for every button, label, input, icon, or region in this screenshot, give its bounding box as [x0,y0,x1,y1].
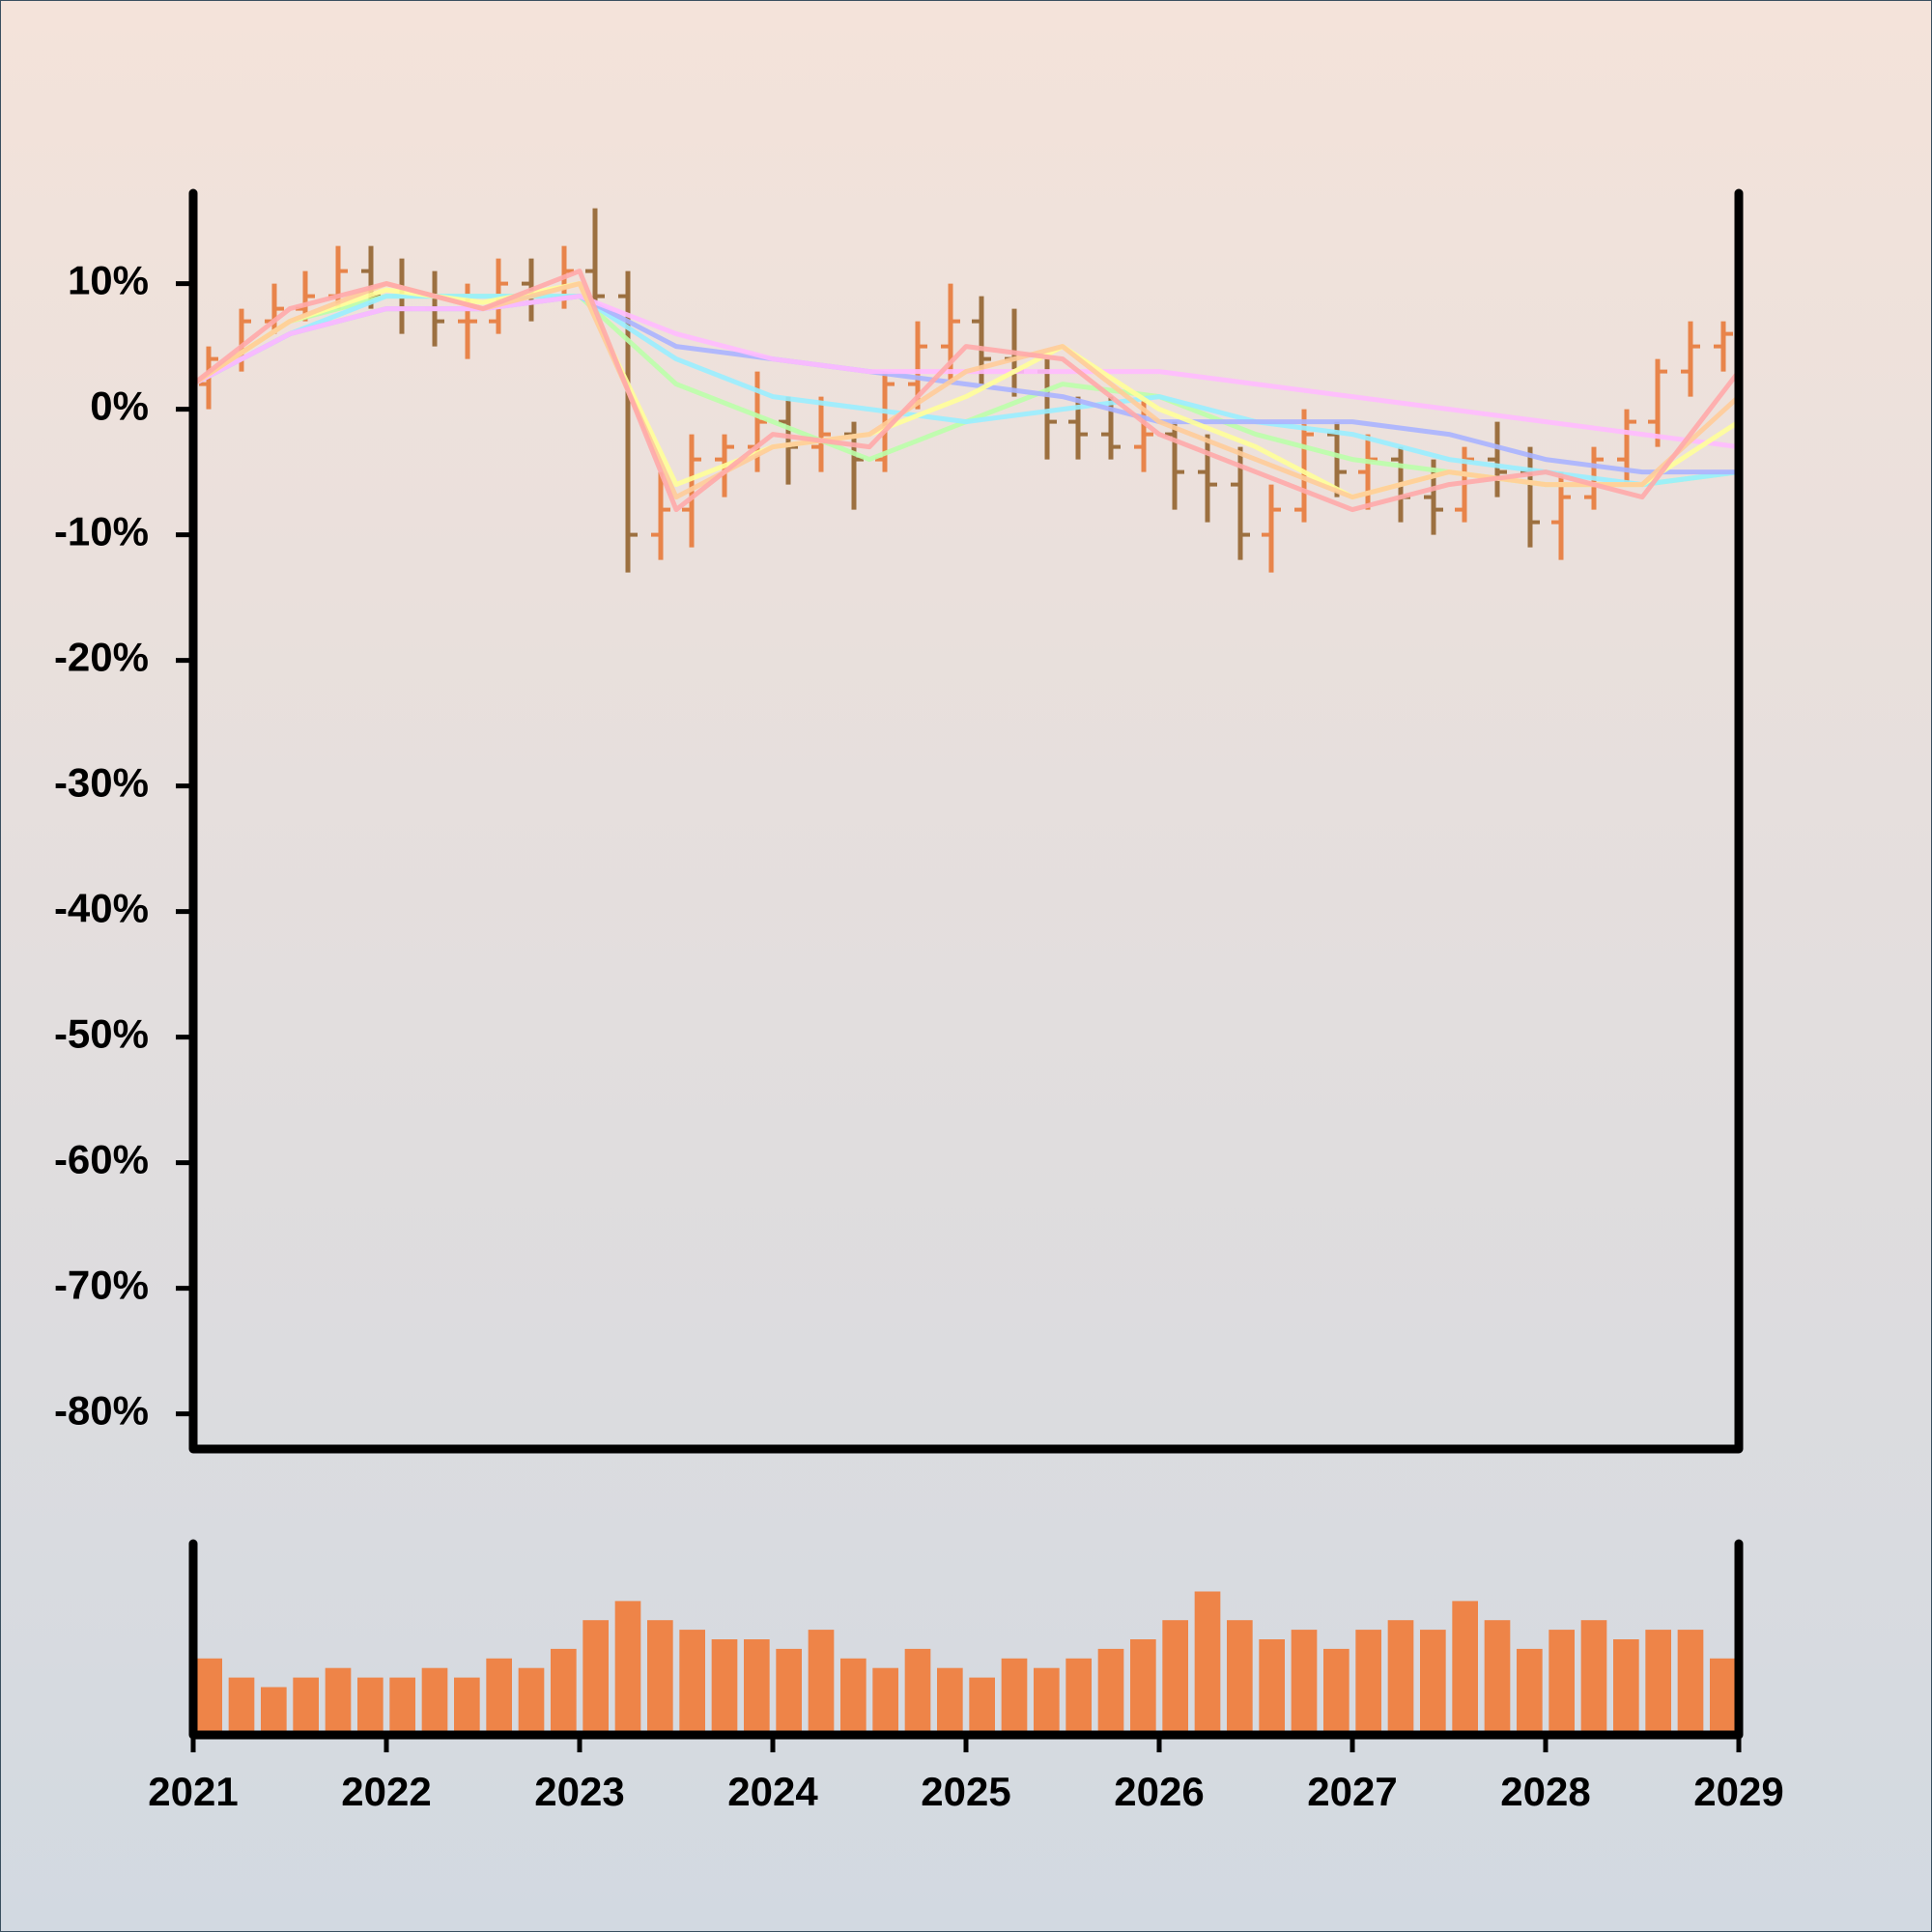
volume-bar [1097,1648,1124,1735]
volume-bar [582,1620,609,1735]
volume-bar [389,1677,415,1735]
y-tick-label: -20% [54,635,149,680]
x-tick-label: 2024 [727,1769,818,1814]
y-tick-label: -70% [54,1263,149,1308]
y-tick-label: -80% [54,1388,149,1434]
volume-bar [776,1648,802,1735]
volume-bar [744,1639,770,1735]
ohlc-bar [651,471,670,560]
volume-bar [1034,1667,1060,1735]
volume-bar [1065,1658,1092,1735]
volume-bar [1613,1639,1639,1735]
volume-bar [1710,1658,1736,1735]
volume-bar [679,1630,705,1735]
y-tick-label: -40% [54,886,149,931]
volume-bar [518,1667,545,1735]
volume-spines [188,1539,1744,1740]
volume-bar [1355,1630,1381,1735]
moving-average-line [191,269,1741,513]
volume-bar [1387,1620,1414,1735]
volume-bar [1580,1620,1607,1735]
x-tick-label: 2029 [1693,1769,1783,1814]
volume-bar [711,1639,738,1735]
volume-bar [808,1630,835,1735]
volume-bar [196,1658,222,1735]
volume-bar [840,1658,867,1735]
x-tick-label: 2021 [148,1769,238,1814]
ohlc-bar [1262,484,1281,573]
x-tick-label: 2027 [1307,1769,1397,1814]
ohlc-bar [1681,321,1700,397]
volume-bar [647,1620,673,1735]
volume-bar [1001,1658,1028,1735]
volume-bar [486,1658,512,1735]
x-tick-label: 2026 [1114,1769,1204,1814]
y-tick-label: -50% [54,1011,149,1057]
y-tick-label: -10% [54,509,149,554]
volume-bar [904,1648,931,1735]
plot: 10% 0% -10% -20% -30% -40% -50% -60% -70% -80% 202… [54,208,1784,1814]
volume-bar [1677,1630,1704,1735]
ohlc-bar [1488,421,1507,497]
volume-bar [228,1677,255,1735]
volume-bar [293,1677,319,1735]
volume-bar [1420,1630,1446,1735]
x-tick-label: 2028 [1500,1769,1590,1814]
axes [188,188,1744,1740]
volume-bar [454,1677,480,1735]
volume-bar [421,1667,448,1735]
volume-bar [1645,1630,1671,1735]
volume-bar [1548,1630,1575,1735]
ohlc-bar [941,283,960,384]
x-tick-label: 2025 [921,1769,1010,1814]
ohlc-bar [1165,421,1184,510]
volume-bar [1194,1591,1221,1735]
volume-bar [1162,1620,1188,1735]
ohlc-bar [1648,358,1667,447]
volume-bar [1323,1648,1350,1735]
volume-bar [969,1677,995,1735]
volume-bar [357,1677,384,1735]
volume-bar [872,1667,898,1735]
y-tick-label: -60% [54,1137,149,1182]
price-spines [188,188,1744,1454]
y-tick-label: 0% [90,384,149,429]
ohlc-bar [1198,434,1217,523]
volume-bar [1259,1639,1285,1735]
volume-bar [614,1601,641,1735]
volume-bar [1452,1601,1478,1735]
volume-bar [261,1687,287,1735]
volume-bar [937,1667,963,1735]
volume-bar [1484,1620,1511,1735]
y-tick-label: -30% [54,760,149,806]
volume-bar [1227,1620,1253,1735]
y-tick-label: 10% [68,258,149,303]
volume-bar [1291,1630,1318,1735]
volume-bar [325,1667,352,1735]
x-tick-label: 2022 [341,1769,431,1814]
ohlc-bar [811,396,831,472]
volume-bar [1130,1639,1156,1735]
ohlc-bar [585,208,605,309]
ohlc-bar [1714,321,1733,372]
volume-bar [1517,1648,1543,1735]
x-tick-label: 2023 [534,1769,624,1814]
volume-bar [551,1648,577,1735]
